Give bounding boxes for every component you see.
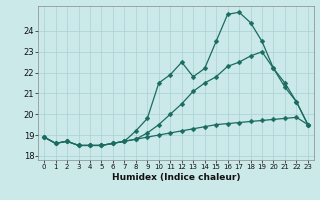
X-axis label: Humidex (Indice chaleur): Humidex (Indice chaleur) [112, 173, 240, 182]
